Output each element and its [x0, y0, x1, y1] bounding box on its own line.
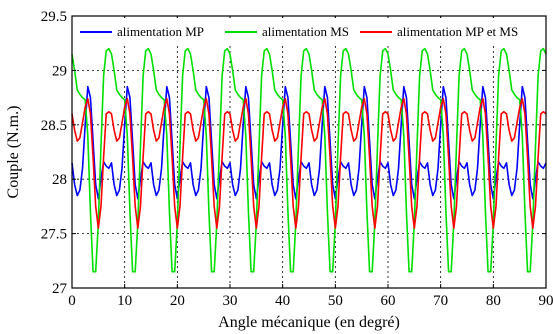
ticks: 0 10 20 30 40 50 60 70 80 90 27 27.5 28 28.5 29 29.5 — [41, 9, 553, 309]
x-axis-label: Angle mécanique (en degré) — [218, 314, 400, 331]
x-tick-label: 30 — [223, 293, 238, 309]
x-tick-label: 20 — [170, 293, 185, 309]
series-line-alimentation-mp-et-ms — [71, 97, 547, 229]
x-tick-label: 60 — [381, 293, 396, 309]
y-tick-label: 28 — [52, 172, 67, 188]
legend-label-alimentation-mp: alimentation MP — [117, 24, 204, 39]
legend-label-alimentation-mp-et-ms: alimentation MP et MS — [397, 24, 518, 39]
y-tick-label: 29.5 — [41, 9, 67, 25]
x-tick-label: 50 — [328, 293, 343, 309]
series-layer — [71, 47, 547, 273]
series-line-alimentation-ms — [71, 47, 547, 273]
legend-box — [74, 18, 544, 46]
y-tick-label: 27 — [52, 281, 68, 297]
x-tick-label: 90 — [539, 293, 553, 309]
x-tick-label: 40 — [275, 293, 290, 309]
x-tick-label: 70 — [433, 293, 448, 309]
y-tick-label: 27.5 — [41, 227, 67, 243]
grid — [72, 16, 546, 288]
x-tick-label: 0 — [68, 293, 76, 309]
x-tick-label: 80 — [486, 293, 501, 309]
y-tick-label: 28.5 — [41, 118, 67, 134]
x-tick-label: 10 — [117, 293, 132, 309]
legend-label-alimentation-ms: alimentation MS — [262, 24, 349, 39]
plot-frame — [71, 15, 547, 289]
series-line-alimentation-mp — [71, 85, 547, 200]
y-axis-label: Couple (N.m.) — [5, 106, 22, 199]
y-tick-label: 29 — [52, 63, 67, 79]
legend: alimentation MP alimentation MS alimenta… — [74, 18, 544, 46]
